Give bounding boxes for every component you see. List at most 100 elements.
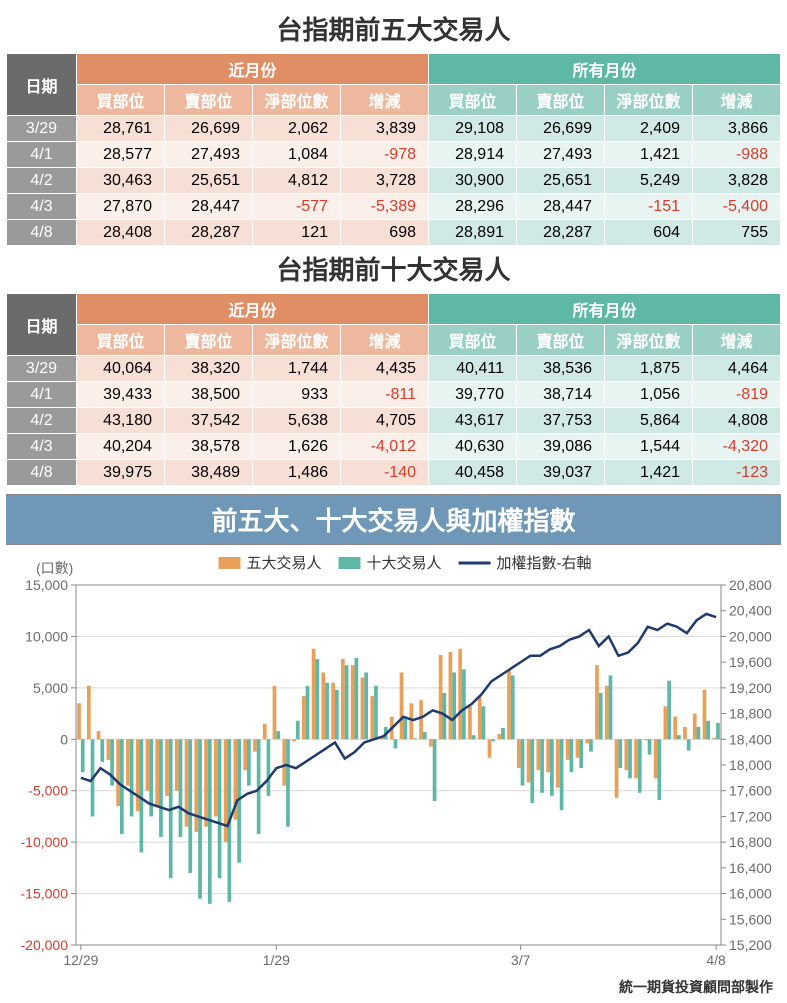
cell: 38,489 bbox=[165, 460, 253, 486]
bar-five bbox=[546, 739, 550, 772]
table2-title: 台指期前十大交易人 bbox=[6, 250, 781, 287]
cell: 28,408 bbox=[77, 220, 165, 246]
svg-text:五大交易人: 五大交易人 bbox=[247, 554, 322, 572]
bar-five bbox=[97, 731, 101, 739]
cell: -811 bbox=[341, 382, 429, 408]
bar-five bbox=[605, 686, 609, 739]
cell: -978 bbox=[341, 142, 429, 168]
cell: 28,891 bbox=[429, 220, 517, 246]
bar-five bbox=[585, 739, 589, 743]
bar-ten bbox=[188, 739, 192, 873]
cell: 38,536 bbox=[517, 356, 605, 382]
bar-ten bbox=[521, 739, 525, 785]
cell: 3,866 bbox=[693, 116, 781, 142]
bar-five bbox=[527, 739, 531, 782]
cell: 40,064 bbox=[77, 356, 165, 382]
subhead: 增減 bbox=[341, 325, 429, 356]
cell: -819 bbox=[693, 382, 781, 408]
y-right-tick: 18,800 bbox=[729, 706, 772, 722]
subhead: 買部位 bbox=[77, 325, 165, 356]
bar-five bbox=[654, 739, 658, 778]
bar-five bbox=[302, 696, 306, 739]
subhead: 淨部位數 bbox=[253, 325, 341, 356]
bar-five bbox=[615, 739, 619, 798]
svg-text:加權指數-右軸: 加權指數-右軸 bbox=[497, 555, 592, 572]
bar-ten bbox=[286, 739, 290, 826]
bar-ten bbox=[306, 686, 310, 739]
bar-five bbox=[312, 649, 316, 740]
table-row: 4/128,57727,4931,084-97828,91427,4931,42… bbox=[7, 142, 781, 168]
cell: -5,389 bbox=[341, 194, 429, 220]
y-left-tick: -20,000 bbox=[21, 937, 69, 953]
bar-five bbox=[693, 714, 697, 740]
cell: 28,577 bbox=[77, 142, 165, 168]
y-right-tick: 17,600 bbox=[729, 783, 772, 799]
cell: 40,411 bbox=[429, 356, 517, 382]
bar-ten bbox=[716, 723, 720, 739]
table-row: 4/243,18037,5425,6384,70543,61737,7535,8… bbox=[7, 408, 781, 434]
bar-ten bbox=[413, 738, 417, 739]
bar-ten bbox=[100, 739, 104, 762]
subhead: 淨部位數 bbox=[605, 85, 693, 116]
bar-ten bbox=[706, 721, 710, 740]
bar-ten bbox=[267, 739, 271, 796]
cell: 755 bbox=[693, 220, 781, 246]
bar-five bbox=[204, 739, 208, 826]
subhead: 賣部位 bbox=[517, 85, 605, 116]
chart-title: 前五大、十大交易人與加權指數 bbox=[6, 494, 781, 545]
bar-five bbox=[400, 672, 404, 739]
cell-date: 4/1 bbox=[7, 382, 77, 408]
cell: 2,409 bbox=[605, 116, 693, 142]
y-right-tick: 19,200 bbox=[729, 680, 772, 696]
bar-five bbox=[106, 739, 110, 760]
bar-ten bbox=[657, 739, 661, 800]
cell: -5,400 bbox=[693, 194, 781, 220]
chart-container: (口數) 五大交易人 十大交易人 加權指數-右軸 -20,000-15,000-… bbox=[6, 545, 781, 975]
table-row: 3/2940,06438,3201,7444,43540,41138,5361,… bbox=[7, 356, 781, 382]
cell: 38,320 bbox=[165, 356, 253, 382]
cell: 2,062 bbox=[253, 116, 341, 142]
bar-ten bbox=[579, 739, 583, 768]
bar-five bbox=[77, 703, 81, 739]
cell: 5,249 bbox=[605, 168, 693, 194]
bar-ten bbox=[697, 727, 701, 739]
bar-ten bbox=[618, 739, 622, 768]
cell: 28,296 bbox=[429, 194, 517, 220]
cell: 1,421 bbox=[605, 460, 693, 486]
cell: -577 bbox=[253, 194, 341, 220]
cell: 39,086 bbox=[517, 434, 605, 460]
cell: 30,900 bbox=[429, 168, 517, 194]
bar-ten bbox=[296, 721, 300, 740]
chart-footer: 統一期貨投資顧問部製作 bbox=[6, 977, 781, 997]
bar-five bbox=[419, 700, 423, 739]
bar-ten bbox=[423, 732, 427, 739]
cell: -151 bbox=[605, 194, 693, 220]
bar-ten bbox=[667, 681, 671, 740]
bar-ten bbox=[589, 739, 593, 751]
y-right-tick: 20,400 bbox=[729, 603, 772, 619]
bar-ten bbox=[335, 690, 339, 739]
cell: 43,180 bbox=[77, 408, 165, 434]
bar-ten bbox=[511, 676, 515, 740]
bar-ten bbox=[355, 658, 359, 739]
bar-five bbox=[576, 739, 580, 758]
bar-five bbox=[146, 739, 150, 790]
subhead: 賣部位 bbox=[165, 325, 253, 356]
bar-five bbox=[273, 686, 277, 739]
bar-ten bbox=[81, 739, 85, 772]
bar-five bbox=[321, 672, 325, 739]
cell: 604 bbox=[605, 220, 693, 246]
cell: -4,012 bbox=[341, 434, 429, 460]
cell: -988 bbox=[693, 142, 781, 168]
cell: 29,108 bbox=[429, 116, 517, 142]
table-row: 4/230,46325,6514,8123,72830,90025,6515,2… bbox=[7, 168, 781, 194]
bar-five bbox=[634, 739, 638, 778]
bar-five bbox=[116, 739, 120, 806]
cell: 1,421 bbox=[605, 142, 693, 168]
bar-ten bbox=[179, 739, 183, 837]
col-date: 日期 bbox=[7, 294, 77, 356]
cell-date: 4/8 bbox=[7, 460, 77, 486]
cell: 40,630 bbox=[429, 434, 517, 460]
cell: 1,744 bbox=[253, 356, 341, 382]
y-right-tick: 17,200 bbox=[729, 808, 772, 824]
